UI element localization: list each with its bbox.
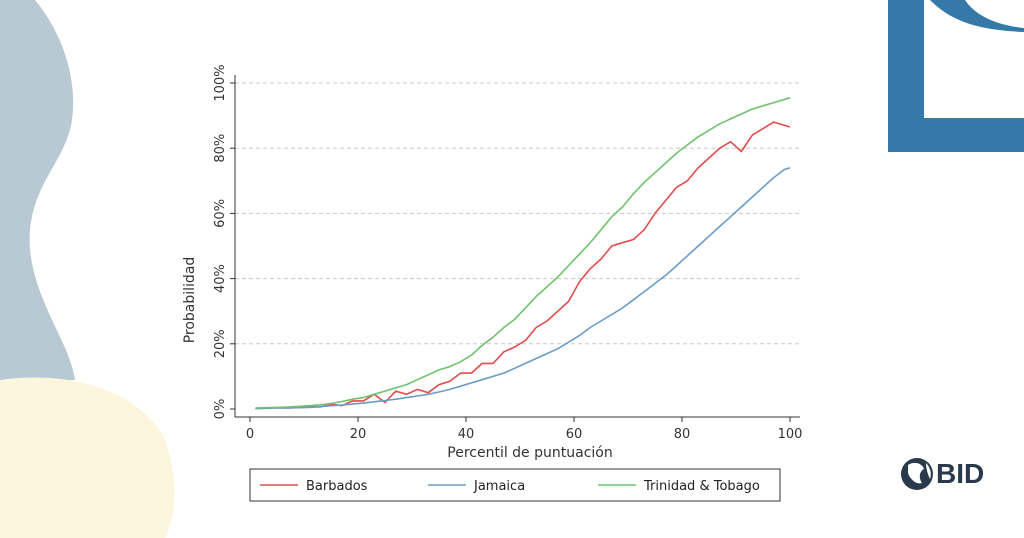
cream-blob-bottom-left: [0, 377, 175, 538]
x-axis-title: Percentil de puntuación: [447, 445, 612, 461]
globe-icon: [901, 458, 933, 490]
y-axis-title: Probabilidad: [182, 257, 198, 344]
blue-arc-curve: [930, 0, 1024, 32]
blue-arc-inner-cut: [930, 0, 1024, 112]
probability-line-chart: 0% 20% 40% 60% 80% 100% 0 20 40 60 80 100 Percenti…: [182, 64, 803, 502]
x-tick-label: 0: [246, 427, 254, 442]
series-lines: [255, 96, 791, 410]
y-tick-label: 60%: [213, 199, 228, 228]
legend-label: Trinidad & Tobago: [643, 479, 760, 494]
legend: Barbados Jamaica Trinidad & Tobago: [249, 468, 781, 502]
axes: [234, 75, 800, 418]
x-ticks: 0 20 40 60 80 100: [246, 417, 803, 442]
gray-blob-left: [0, 0, 75, 380]
y-ticks: 0% 20% 40% 60% 80% 100%: [213, 64, 235, 419]
y-tick-label: 20%: [213, 329, 228, 358]
y-tick-label: 100%: [213, 64, 228, 101]
y-tick-label: 0%: [213, 399, 228, 420]
series-line-trinidad-tobago: [255, 96, 791, 409]
x-tick-label: 100: [778, 427, 803, 442]
legend-label: Jamaica: [473, 479, 525, 494]
legend-label: Barbados: [306, 479, 368, 494]
x-tick-label: 40: [458, 427, 475, 442]
gridlines: [235, 82, 800, 345]
y-tick-label: 80%: [213, 134, 228, 163]
blue-arc-top-right: [888, 0, 1024, 152]
x-tick-label: 60: [566, 427, 583, 442]
legend-box: [249, 468, 781, 502]
series-line-jamaica: [255, 167, 791, 410]
logo-text: BID: [936, 458, 985, 489]
x-tick-label: 80: [674, 427, 691, 442]
bid-logo: BID: [900, 455, 1010, 495]
y-tick-label: 40%: [213, 264, 228, 293]
x-tick-label: 20: [350, 427, 367, 442]
